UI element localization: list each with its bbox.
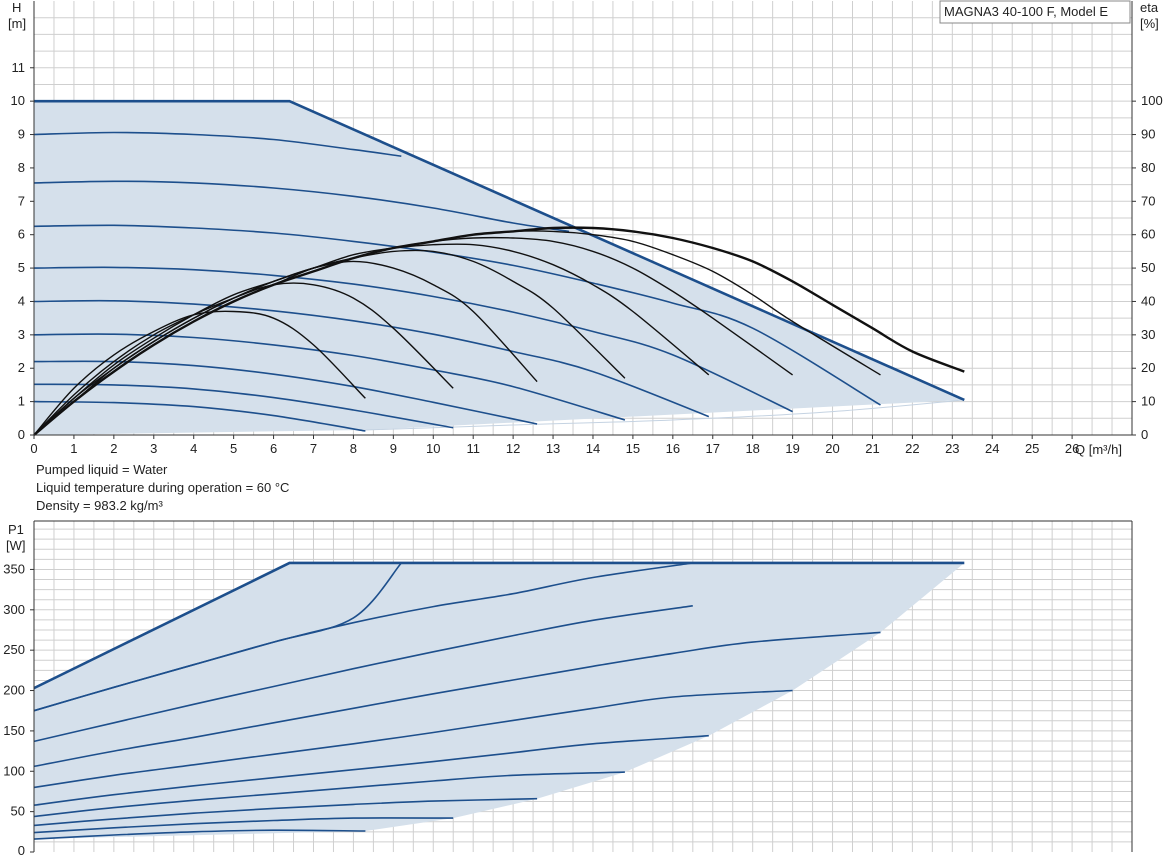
power-plot: 0 50 100 150 200 250 300 350 P1[W] — [3, 520, 1133, 856]
y-tick-label: 2 — [18, 360, 25, 375]
y2-tick-label: 20 — [1141, 360, 1155, 375]
head-curve — [33, 131, 402, 157]
y-tick-label: 8 — [18, 160, 25, 175]
x-tick-label: 17 — [706, 441, 720, 456]
head-curve — [33, 299, 710, 418]
y2-tick-label: 30 — [1141, 327, 1155, 342]
x-tick-label: 9 — [390, 441, 397, 456]
x-tick-label: 26 — [1065, 441, 1079, 456]
title-box — [939, 0, 1131, 24]
y2-tick-label: 40 — [1141, 293, 1155, 308]
y-tick-label: 50 — [11, 804, 25, 819]
y-axis-label: H — [12, 0, 21, 15]
y2-tick-label: 80 — [1141, 160, 1155, 175]
y-tick-label: 300 — [3, 602, 25, 617]
y2-tick-label: 50 — [1141, 260, 1155, 275]
y-tick-label: 3 — [18, 327, 25, 342]
power-curve — [33, 605, 693, 743]
y2-tick-label: 90 — [1141, 127, 1155, 142]
x-axis-label: Q [m³/h] — [1075, 442, 1122, 457]
operating-area — [34, 101, 965, 436]
min-speed-edge — [365, 399, 965, 431]
y2-axis-unit: [%] — [1140, 16, 1159, 31]
x-tick-label: 23 — [945, 441, 959, 456]
head-efficiency-plot: 0 1 2 3 4 5 6 7 8 9 10 11 12 13 14 15 16 17 18 19 20 21 22 23 24… — [8, 0, 1163, 457]
x-tick-label: 11 — [466, 441, 480, 456]
y-tick-label: 9 — [18, 127, 25, 142]
y-axis-unit: [W] — [6, 538, 26, 553]
y-tick-label: 0 — [18, 427, 25, 442]
head-curve — [33, 266, 793, 413]
power-curve — [33, 817, 454, 834]
y-tick-label: 0 — [18, 843, 25, 856]
x-tick-label: 18 — [745, 441, 759, 456]
x-tick-label: 5 — [230, 441, 237, 456]
info-temperature: Liquid temperature during operation = 60… — [36, 480, 289, 495]
y-tick-label: 200 — [3, 683, 25, 698]
head-curve — [33, 383, 454, 429]
operating-area — [34, 562, 965, 840]
x-tick-label: 13 — [546, 441, 560, 456]
x-tick-label: 20 — [825, 441, 839, 456]
y-tick-label: 5 — [18, 260, 25, 275]
x-tick-label: 22 — [905, 441, 919, 456]
max-power-curve — [33, 561, 965, 690]
head-curve — [33, 180, 570, 233]
power-curve — [33, 829, 366, 840]
y2-tick-label: 70 — [1141, 193, 1155, 208]
y2-tick-label: 10 — [1141, 394, 1155, 409]
x-tick-label: 1 — [70, 441, 77, 456]
x-tick-label: 12 — [506, 441, 520, 456]
y2-tick-label: 100 — [1141, 93, 1163, 108]
efficiency-curve — [33, 243, 710, 436]
info-liquid: Pumped liquid = Water — [36, 462, 168, 477]
y-tick-label: 250 — [3, 642, 25, 657]
x-tick-label: 2 — [110, 441, 117, 456]
y-axis-unit: [m] — [8, 16, 26, 31]
info-density: Density = 983.2 kg/m³ — [36, 498, 163, 513]
y-tick-label: 350 — [3, 561, 25, 576]
power-curve — [33, 631, 881, 768]
x-tick-label: 10 — [426, 441, 440, 456]
y-tick-label: 7 — [18, 193, 25, 208]
y-tick-label: 10 — [11, 93, 25, 108]
efficiency-curve — [33, 226, 965, 436]
max-head-curve — [34, 99, 965, 402]
y2-tick-label: 0 — [1141, 427, 1148, 442]
power-curve — [33, 689, 793, 789]
x-tick-label: 8 — [350, 441, 357, 456]
y2-axis-label: eta — [1140, 0, 1159, 15]
x-tick-label: 21 — [865, 441, 879, 456]
head-curve — [33, 400, 366, 432]
power-curve — [33, 562, 402, 712]
y-tick-label: 11 — [12, 60, 26, 75]
x-tick-label: 7 — [310, 441, 317, 456]
x-tick-label: 4 — [190, 441, 197, 456]
y-tick-label: 150 — [3, 723, 25, 738]
y-tick-label: 1 — [18, 394, 25, 409]
x-tick-label: 15 — [626, 441, 640, 456]
x-tick-label: 14 — [586, 441, 600, 456]
x-tick-label: 25 — [1025, 441, 1039, 456]
y-tick-label: 6 — [18, 227, 25, 242]
x-tick-label: 19 — [785, 441, 799, 456]
x-tick-label: 3 — [150, 441, 157, 456]
x-tick-label: 6 — [270, 441, 277, 456]
power-curve — [33, 734, 709, 806]
chart-title: MAGNA3 40-100 F, Model E — [944, 4, 1108, 19]
x-tick-label: 0 — [30, 441, 37, 456]
x-tick-label: 24 — [985, 441, 999, 456]
y-tick-label: 100 — [3, 763, 25, 778]
y-axis-label: P1 — [8, 522, 24, 537]
y-tick-label: 4 — [18, 293, 25, 308]
y2-tick-label: 60 — [1141, 227, 1155, 242]
head-curve — [33, 333, 626, 421]
power-curve — [33, 797, 538, 827]
power-curve — [33, 771, 625, 818]
x-tick-label: 16 — [666, 441, 680, 456]
